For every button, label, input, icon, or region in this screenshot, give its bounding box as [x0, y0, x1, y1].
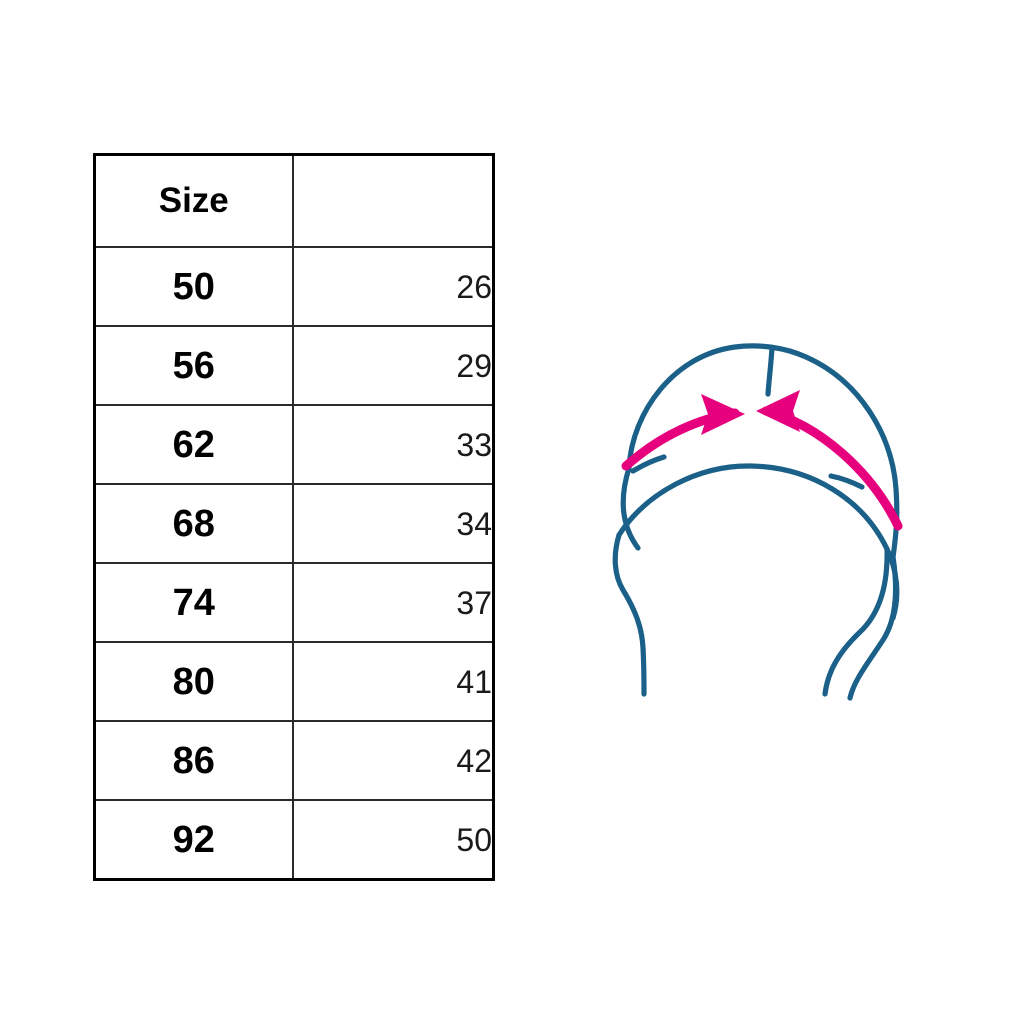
table-row: 50 26: [93, 246, 495, 327]
measurement-arrow-right-head: [756, 390, 800, 432]
table-row: 74 37: [93, 562, 495, 643]
band-seam-left: [630, 454, 667, 474]
right-tie-inner: [822, 546, 890, 697]
table-row: 80 41: [93, 641, 495, 722]
table-body: 50 26 56 29 62 33 68 34 74 37: [93, 246, 495, 881]
cell-value: 37: [291, 562, 495, 643]
table-row: 68 34: [93, 483, 495, 564]
right-tie-outer: [847, 554, 899, 701]
cell-size: 74: [93, 562, 294, 643]
size-chart-table: Size 50 26 56 29 62 33 68: [93, 153, 495, 881]
cell-value: 26: [291, 246, 495, 327]
hat-crown: [626, 343, 900, 560]
cell-value: 41: [291, 641, 495, 722]
cell-value: 29: [291, 325, 495, 406]
column-header-measurement: [291, 153, 495, 248]
size-chart-container: Size 50 26 56 29 62 33 68: [93, 153, 495, 881]
table-row: 86 42: [93, 720, 495, 801]
cell-size: 62: [93, 404, 294, 485]
table-header-row: Size: [93, 153, 495, 248]
hat-outline-group: [612, 343, 900, 701]
cell-size: 56: [93, 325, 294, 406]
measurement-arrow: [621, 390, 903, 531]
table-row: 56 29: [93, 325, 495, 406]
cell-size: 68: [93, 483, 294, 564]
left-tie: [612, 532, 647, 697]
cell-size: 50: [93, 246, 294, 327]
cell-size: 80: [93, 641, 294, 722]
table-row: 62 33: [93, 404, 495, 485]
crown-seam: [765, 345, 775, 397]
cell-size: 92: [93, 799, 294, 881]
hat-brim-band: [616, 463, 900, 621]
cell-value: 42: [291, 720, 495, 801]
column-header-size: Size: [93, 153, 294, 248]
hat-diagram-svg: [612, 343, 903, 701]
table-header: Size: [93, 153, 495, 248]
cell-size: 86: [93, 720, 294, 801]
measurement-arrow-left-head: [701, 394, 745, 435]
brim-band-left-edge: [620, 465, 641, 551]
cell-value: 34: [291, 483, 495, 564]
cell-value: 33: [291, 404, 495, 485]
cell-value: 50: [291, 799, 495, 881]
baby-hat-measurement-diagram: [588, 318, 936, 701]
band-seam-right: [828, 473, 865, 490]
table-row: 92 50: [93, 799, 495, 881]
